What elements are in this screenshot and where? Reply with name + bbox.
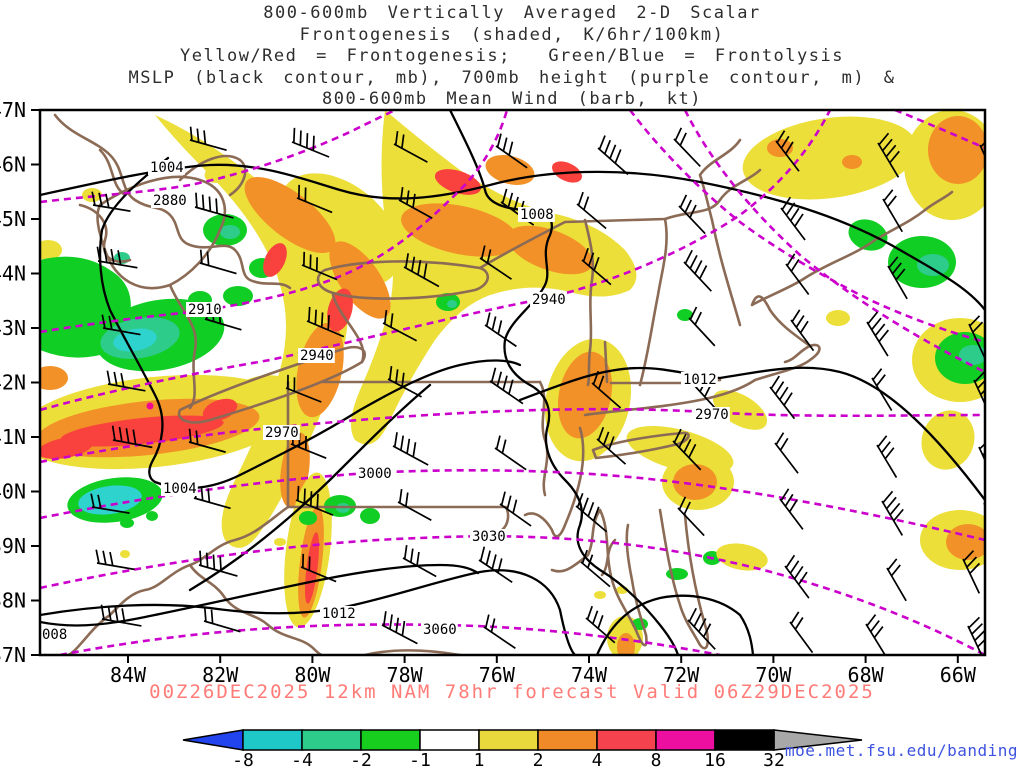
svg-text:70W: 70W — [755, 663, 792, 687]
title-line-3: Yellow/Red = Frontogenesis; Green/Blue =… — [180, 46, 844, 66]
svg-text:40N: 40N — [0, 480, 26, 504]
state-borders — [43, 113, 954, 655]
svg-text:72W: 72W — [663, 663, 700, 687]
shading-frontolysis-south — [67, 293, 693, 558]
svg-text:008: 008 — [42, 627, 67, 643]
contour-labels: 1004 2880 1008 2910 2940 2940 2970 2970 1012 3000… — [40, 160, 730, 643]
svg-text:38N: 38N — [0, 589, 26, 613]
svg-text:76W: 76W — [479, 663, 516, 687]
svg-text:1012: 1012 — [322, 606, 356, 622]
svg-text:2970: 2970 — [265, 425, 299, 441]
title-line-4: MSLP (black contour, mb), 700mb height (… — [128, 67, 896, 88]
svg-text:2970: 2970 — [695, 407, 729, 423]
svg-text:84W: 84W — [110, 663, 147, 687]
svg-text:3000: 3000 — [358, 466, 392, 482]
svg-text:78W: 78W — [387, 663, 424, 687]
weather-map: 1004 2880 1008 2910 2940 2940 2970 2970 1012 3000… — [0, 100, 987, 687]
svg-text:47N: 47N — [0, 100, 26, 122]
svg-text:-2: -2 — [350, 750, 372, 768]
svg-text:39N: 39N — [0, 534, 26, 558]
svg-text:74W: 74W — [571, 663, 608, 687]
svg-text:80W: 80W — [294, 663, 331, 687]
svg-text:2: 2 — [533, 750, 544, 768]
svg-text:-8: -8 — [232, 750, 254, 768]
svg-text:3060: 3060 — [423, 622, 457, 638]
svg-text:41N: 41N — [0, 425, 26, 449]
svg-text:82W: 82W — [202, 663, 239, 687]
svg-text:37N: 37N — [0, 643, 26, 667]
svg-text:32: 32 — [763, 750, 785, 768]
title-line-5: 800-600mb Mean Wind (barb, kt) — [321, 89, 703, 109]
svg-text:45N: 45N — [0, 207, 26, 231]
svg-text:2880: 2880 — [153, 193, 187, 209]
svg-text:8: 8 — [651, 750, 662, 768]
forecast-valid-text: 00Z26DEC2025 12km NAM 78hr forecast Vali… — [149, 681, 875, 703]
svg-text:4: 4 — [592, 750, 603, 768]
svg-text:43N: 43N — [0, 316, 26, 340]
map-title: 800-600mb Vertically Averaged 2-D Scalar… — [0, 3, 1024, 111]
site-link[interactable]: moe.met.fsu.edu/banding — [785, 741, 1019, 760]
svg-text:42N: 42N — [0, 371, 26, 395]
svg-text:2940: 2940 — [532, 292, 566, 308]
svg-text:66W: 66W — [940, 663, 977, 687]
svg-text:-4: -4 — [291, 750, 313, 768]
svg-text:2940: 2940 — [300, 348, 334, 364]
svg-text:1: 1 — [474, 750, 485, 768]
svg-text:-1: -1 — [409, 750, 431, 768]
colorbar-legend: -8 -4 -2 -1 1 2 4 8 16 32 — [182, 729, 863, 768]
shading-frontogenesis-west-band — [40, 366, 332, 628]
svg-text:68W: 68W — [848, 663, 885, 687]
svg-text:1008: 1008 — [520, 207, 554, 223]
svg-text:1004: 1004 — [163, 481, 197, 497]
title-line-1: 800-600mb Vertically Averaged 2-D Scalar — [263, 3, 761, 23]
title-line-2: Frontogenesis (shaded, K/6hr/100km) — [299, 24, 725, 45]
svg-text:44N: 44N — [0, 262, 26, 286]
svg-text:2910: 2910 — [188, 302, 222, 318]
svg-text:3030: 3030 — [472, 529, 506, 545]
svg-text:1004: 1004 — [150, 160, 184, 176]
svg-text:1012: 1012 — [683, 372, 717, 388]
svg-text:16: 16 — [704, 750, 726, 768]
shading-east — [544, 110, 985, 655]
map-axes: 47N 46N 45N 44N 43N 42N 41N 40N 39N 38N 37N 84W 82W 8… — [0, 100, 977, 687]
svg-text:46N: 46N — [0, 153, 26, 177]
